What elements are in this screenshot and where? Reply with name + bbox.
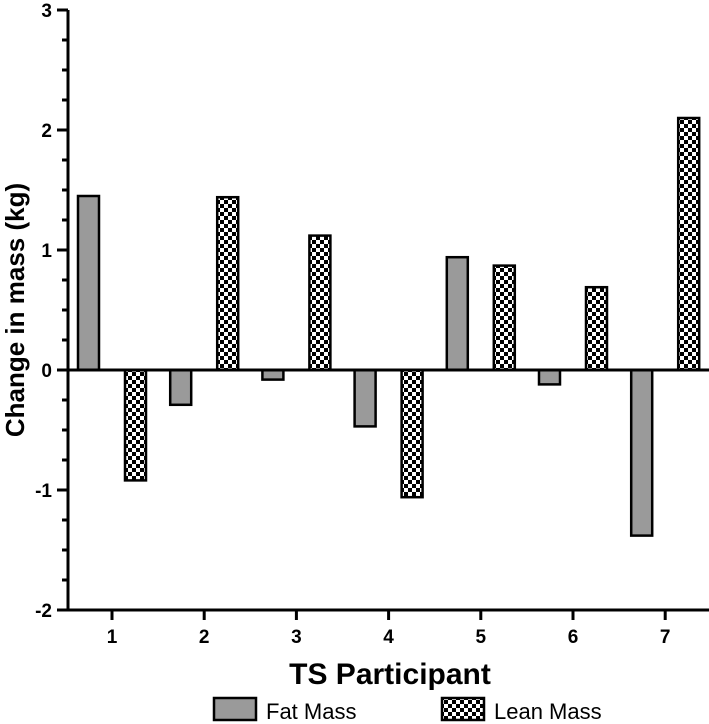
- y-axis-title: Change in mass (kg): [0, 183, 30, 437]
- x-tick-label-2: 2: [199, 627, 210, 648]
- bar-lean-mass-4: [400, 368, 424, 499]
- y-tick-label-2: 2: [41, 121, 52, 142]
- y-tick-label--1: -1: [35, 481, 52, 502]
- bar-lean-mass-2: [215, 195, 240, 372]
- bar-lean-mass-7: [676, 116, 701, 372]
- x-tick-label-4: 4: [383, 627, 394, 648]
- bar-lean-mass-3: [308, 234, 332, 372]
- bar-fat-mass-4: [353, 368, 377, 428]
- bar-lean-mass-1: [123, 368, 148, 482]
- x-axis-title: TS Participant: [289, 658, 491, 691]
- legend-swatch-lean-mass: [440, 696, 486, 722]
- bars-group: [76, 116, 701, 537]
- x-tick-label-3: 3: [291, 627, 302, 648]
- y-tick-label-1: 1: [41, 241, 52, 262]
- bar-fat-mass-2: [168, 368, 193, 407]
- bar-fat-mass-5: [445, 255, 470, 372]
- bar-fat-mass-6: [537, 368, 562, 386]
- y-tick-label--2: -2: [35, 601, 52, 622]
- axes-group: 1 2 3 4 5 6 7 -2 -1 0 1 2 3: [35, 1, 709, 648]
- y-tick-label-3: 3: [41, 1, 52, 22]
- legend-label-fat-mass: Fat Mass: [266, 699, 356, 724]
- bar-lean-mass-5: [492, 264, 517, 372]
- x-tick-label-6: 6: [568, 627, 579, 648]
- x-tick-label-1: 1: [107, 627, 118, 648]
- y-tick-label-0: 0: [41, 361, 52, 382]
- x-tick-label-5: 5: [476, 627, 487, 648]
- bar-fat-mass-7: [629, 368, 654, 537]
- legend-label-lean-mass: Lean Mass: [494, 699, 602, 724]
- x-tick-label-7: 7: [660, 627, 671, 648]
- bar-fat-mass-1: [76, 194, 101, 372]
- bar-lean-mass-6: [584, 285, 609, 372]
- legend-swatch-fat-mass: [212, 696, 258, 722]
- legend: Fat Mass Lean Mass: [212, 696, 602, 724]
